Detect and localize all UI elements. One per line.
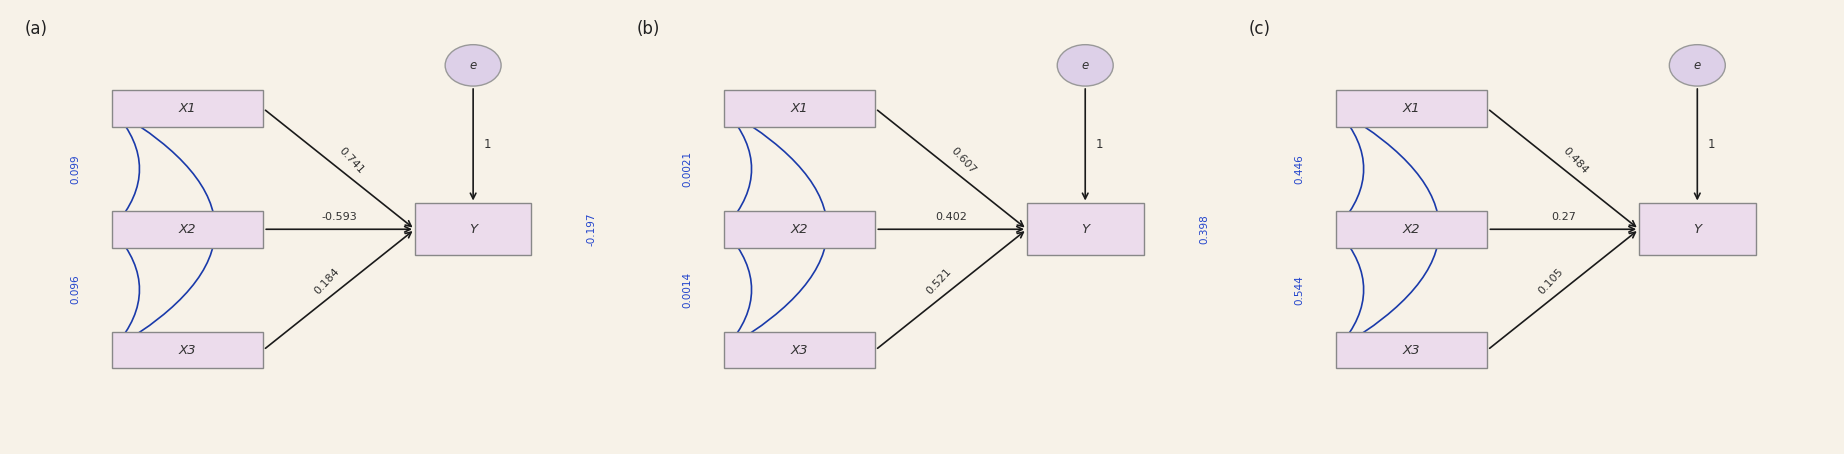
FancyArrowPatch shape: [1339, 233, 1365, 346]
Text: -0.197: -0.197: [586, 212, 597, 246]
Circle shape: [444, 44, 502, 86]
FancyArrowPatch shape: [1339, 112, 1365, 226]
FancyArrowPatch shape: [727, 112, 752, 226]
FancyBboxPatch shape: [725, 211, 876, 247]
FancyBboxPatch shape: [415, 203, 531, 255]
Text: X2: X2: [791, 223, 808, 236]
FancyBboxPatch shape: [725, 332, 876, 368]
FancyBboxPatch shape: [112, 90, 264, 127]
Circle shape: [1669, 44, 1726, 86]
FancyBboxPatch shape: [1335, 332, 1488, 368]
Text: e: e: [1082, 59, 1088, 72]
FancyArrowPatch shape: [114, 112, 140, 226]
Text: X1: X1: [179, 102, 195, 115]
FancyBboxPatch shape: [1335, 90, 1488, 127]
Text: Y: Y: [468, 223, 478, 236]
Text: 0.184: 0.184: [313, 266, 341, 296]
FancyBboxPatch shape: [1639, 203, 1755, 255]
Text: (a): (a): [24, 20, 48, 38]
Circle shape: [1057, 44, 1114, 86]
Text: 1: 1: [483, 138, 491, 151]
FancyBboxPatch shape: [1027, 203, 1143, 255]
Text: (b): (b): [636, 20, 660, 38]
FancyArrowPatch shape: [727, 233, 752, 346]
FancyArrowPatch shape: [728, 111, 828, 348]
FancyArrowPatch shape: [116, 111, 216, 348]
FancyBboxPatch shape: [112, 332, 264, 368]
Text: X1: X1: [1403, 102, 1420, 115]
Text: X3: X3: [1403, 344, 1420, 356]
Text: X2: X2: [1403, 223, 1420, 236]
Text: (c): (c): [1248, 20, 1271, 38]
Text: Y: Y: [1081, 223, 1090, 236]
Text: X1: X1: [791, 102, 808, 115]
Text: Y: Y: [1693, 223, 1702, 236]
FancyBboxPatch shape: [112, 211, 264, 247]
FancyBboxPatch shape: [725, 90, 876, 127]
Text: 0.607: 0.607: [948, 146, 977, 176]
Text: 0.446: 0.446: [1294, 154, 1304, 184]
Text: 0.484: 0.484: [1560, 146, 1590, 176]
FancyBboxPatch shape: [1335, 211, 1488, 247]
Text: 0.0021: 0.0021: [682, 151, 692, 187]
Text: 0.105: 0.105: [1536, 266, 1566, 296]
Text: -0.593: -0.593: [321, 212, 358, 222]
Text: X2: X2: [179, 223, 195, 236]
Text: X3: X3: [791, 344, 808, 356]
Text: 0.27: 0.27: [1551, 212, 1575, 222]
FancyArrowPatch shape: [114, 233, 140, 346]
Text: 0.099: 0.099: [70, 154, 79, 184]
Text: 0.096: 0.096: [70, 275, 79, 305]
Text: 0.398: 0.398: [1199, 214, 1210, 244]
Text: 0.741: 0.741: [336, 146, 365, 176]
Text: 1: 1: [1708, 138, 1715, 151]
Text: 0.521: 0.521: [924, 266, 953, 296]
Text: 0.0014: 0.0014: [682, 271, 692, 308]
Text: 0.544: 0.544: [1294, 275, 1304, 305]
Text: e: e: [1693, 59, 1700, 72]
Text: e: e: [470, 59, 478, 72]
FancyArrowPatch shape: [1341, 111, 1440, 348]
Text: 1: 1: [1095, 138, 1103, 151]
Text: 0.402: 0.402: [935, 212, 966, 222]
Text: X3: X3: [179, 344, 195, 356]
